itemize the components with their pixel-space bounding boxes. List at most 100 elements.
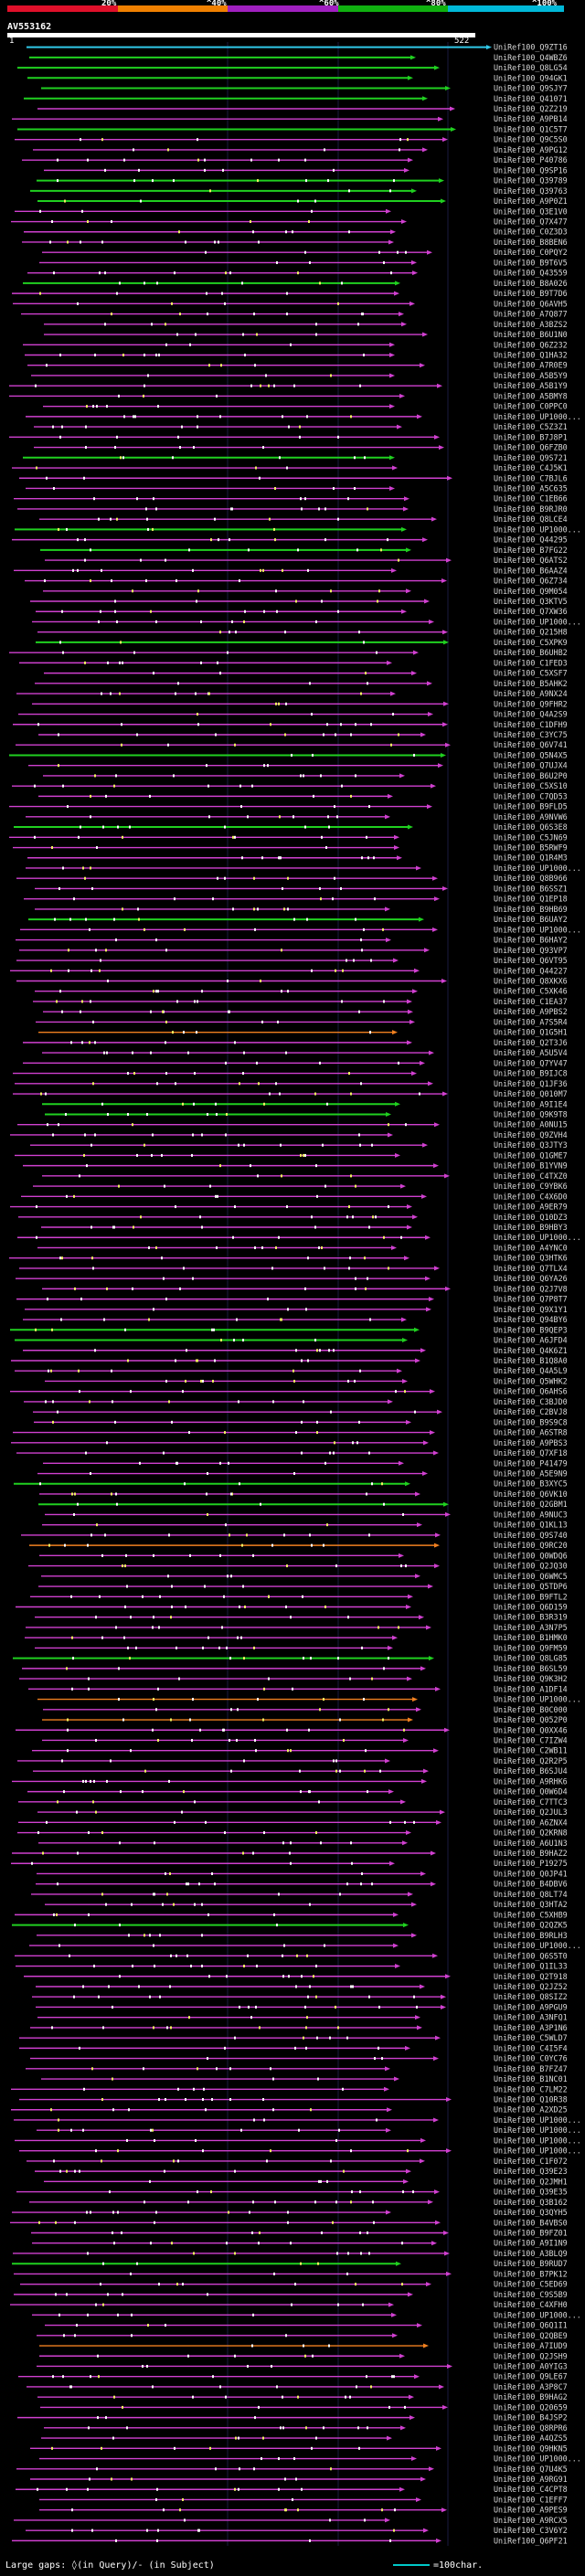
hit-row[interactable]: UniRef100_C5XK46 — [35, 987, 568, 996]
hit-label[interactable]: UniRef100_Q6S5T0 — [494, 1951, 568, 1960]
hit-label[interactable]: UniRef100_C7LM22 — [494, 2084, 568, 2094]
hit-label[interactable]: UniRef100_A9RHK6 — [494, 1776, 568, 1786]
hit-label[interactable]: UniRef100_B9HAZ2 — [494, 1849, 568, 1858]
hit-row[interactable]: UniRef100_Q6VK10 — [39, 1489, 568, 1499]
hit-label[interactable]: UniRef100_C4X6D0 — [494, 1192, 568, 1201]
hit-label[interactable]: UniRef100_C0PPC0 — [494, 402, 568, 411]
hit-label[interactable]: UniRef100_A6JFD4 — [494, 1336, 568, 1345]
hit-row[interactable]: UniRef100_Q6S5T0 — [15, 1951, 568, 1960]
hit-row[interactable]: UniRef100_Q7U4K5 — [16, 2465, 568, 2474]
hit-label[interactable]: UniRef100_Q20659 — [494, 2402, 568, 2412]
hit-label[interactable]: UniRef100_Q1KL13 — [494, 1521, 568, 1530]
hit-label[interactable]: UniRef100_C5JN69 — [494, 832, 568, 842]
hit-row[interactable]: UniRef100_A9I1N9 — [32, 2239, 568, 2248]
hit-row[interactable]: UniRef100_Q6S3E8 — [14, 822, 568, 832]
hit-label[interactable]: UniRef100_Q9RC20 — [494, 1541, 568, 1550]
hit-label[interactable]: UniRef100_Q2JSH9 — [494, 2351, 568, 2360]
hit-row[interactable]: UniRef100_Q2GBM1 — [38, 1500, 568, 1509]
hit-label[interactable]: UniRef100_Q9FM59 — [494, 1643, 568, 1652]
hit-label[interactable]: UniRef100_B4VBS0 — [494, 2218, 568, 2227]
hit-label[interactable]: UniRef100_Q6PF21 — [494, 2536, 568, 2545]
hit-row[interactable]: UniRef100_Q8LT74 — [31, 1890, 568, 1899]
hit-row[interactable]: UniRef100_A7R0E9 — [27, 361, 568, 370]
hit-label[interactable]: UniRef100_C4J5K1 — [494, 463, 568, 472]
hit-row[interactable]: UniRef100_C1FED3 — [19, 658, 568, 667]
hit-label[interactable]: UniRef100_Q6ATS2 — [494, 556, 568, 565]
hit-label[interactable]: UniRef100_Q5WHK2 — [494, 1376, 568, 1385]
hit-label[interactable]: UniRef100_A3NFQ1 — [494, 2013, 568, 2022]
hit-row[interactable]: UniRef100_Q8RPR6 — [44, 2423, 568, 2433]
hit-label[interactable]: UniRef100_Q8LG85 — [494, 1654, 568, 1663]
hit-row[interactable]: UniRef100_C2BVJ8 — [33, 1407, 568, 1416]
hit-label[interactable]: UniRef100_UP1000... — [494, 2310, 581, 2319]
hit-label[interactable]: UniRef100_B4DBV6 — [494, 1880, 568, 1889]
hit-label[interactable]: UniRef100_Q39E23 — [494, 2167, 568, 2176]
hit-row[interactable]: UniRef100_B9HAG2 — [37, 2392, 568, 2401]
hit-row[interactable]: UniRef100_A9PES9 — [39, 2506, 568, 2515]
hit-row[interactable]: UniRef100_C1EFF7 — [39, 2495, 568, 2504]
hit-label[interactable]: UniRef100_Q41071 — [494, 94, 568, 103]
hit-row[interactable]: UniRef100_B1Q8A0 — [11, 1356, 568, 1365]
hit-row[interactable]: UniRef100_Q8XKX6 — [16, 977, 568, 986]
hit-row[interactable]: UniRef100_Q6Z734 — [25, 577, 568, 586]
hit-label[interactable]: UniRef100_A3P1N6 — [494, 2023, 568, 2032]
hit-row[interactable]: UniRef100_C5XHB9 — [15, 1910, 568, 1919]
hit-label[interactable]: UniRef100_B1NC01 — [494, 2074, 568, 2083]
hit-label[interactable]: UniRef100_Q1R4M3 — [494, 853, 568, 863]
hit-label[interactable]: UniRef100_B9FTL2 — [494, 1592, 568, 1601]
hit-row[interactable]: UniRef100_C1DFH9 — [13, 720, 568, 729]
hit-row[interactable]: UniRef100_Q2QBE9 — [37, 2331, 568, 2340]
hit-label[interactable]: UniRef100_A5BMY8 — [494, 391, 568, 400]
hit-row[interactable]: UniRef100_C4TXZ0 — [42, 1171, 568, 1181]
hit-row[interactable]: UniRef100_B0C000 — [43, 1705, 568, 1714]
hit-label[interactable]: UniRef100_C5ED69 — [494, 2280, 568, 2289]
hit-label[interactable]: UniRef100_B9T7D6 — [494, 289, 568, 298]
hit-row[interactable]: UniRef100_Q3KTV5 — [30, 597, 568, 606]
hit-label[interactable]: UniRef100_UP1000... — [494, 1941, 581, 1950]
hit-label[interactable]: UniRef100_Q8XKX6 — [494, 977, 568, 986]
hit-label[interactable]: UniRef100_Q7XW36 — [494, 607, 568, 616]
hit-row[interactable]: UniRef100_A4QZS5 — [41, 2433, 568, 2443]
hit-row[interactable]: UniRef100_A9RG91 — [30, 2475, 568, 2484]
hit-row[interactable]: UniRef100_C7QD53 — [38, 791, 568, 800]
hit-label[interactable]: UniRef100_Q9HKN5 — [494, 2443, 568, 2453]
hit-label[interactable]: UniRef100_Q1G5H1 — [494, 1028, 568, 1037]
hit-row[interactable]: UniRef100_A3BZS2 — [44, 320, 568, 329]
hit-label[interactable]: UniRef100_B6SL59 — [494, 1664, 568, 1673]
hit-row[interactable]: UniRef100_B6U2P0 — [43, 771, 568, 780]
hit-label[interactable]: UniRef100_Q9S740 — [494, 1531, 568, 1540]
hit-label[interactable]: UniRef100_C2BVJ8 — [494, 1407, 568, 1416]
hit-label[interactable]: UniRef100_A6U1N3 — [494, 1839, 568, 1848]
hit-label[interactable]: UniRef100_B6SJU4 — [494, 1766, 568, 1776]
hit-row[interactable]: UniRef100_A9PB14 — [12, 114, 568, 123]
hit-label[interactable]: UniRef100_A5E9N9 — [494, 1469, 568, 1479]
hit-row[interactable]: UniRef100_Q6YA26 — [16, 1274, 568, 1283]
hit-row[interactable]: UniRef100_C4XFH0 — [10, 2300, 568, 2309]
hit-label[interactable]: UniRef100_B6UAY2 — [494, 915, 568, 924]
hit-row[interactable]: UniRef100_C5WLD7 — [19, 2033, 568, 2042]
hit-label[interactable]: UniRef100_A9PB14 — [494, 114, 568, 123]
hit-label[interactable]: UniRef100_C4TXZ0 — [494, 1171, 568, 1181]
hit-label[interactable]: UniRef100_A3N7P5 — [494, 1623, 568, 1632]
hit-row[interactable]: UniRef100_Q5WHK2 — [45, 1376, 568, 1385]
hit-row[interactable]: UniRef100_Q2J7V8 — [42, 1284, 568, 1293]
hit-label[interactable]: UniRef100_Q3HTA2 — [494, 1900, 568, 1909]
hit-row[interactable]: UniRef100_Q94GK1 — [27, 73, 568, 82]
hit-row[interactable]: UniRef100_A6STR8 — [13, 1428, 568, 1437]
hit-row[interactable]: UniRef100_A0NU15 — [17, 1120, 568, 1129]
hit-row[interactable]: UniRef100_Q9LE67 — [18, 2372, 568, 2381]
hit-row[interactable]: UniRef100_B4JSP2 — [17, 2413, 568, 2422]
hit-row[interactable]: UniRef100_B1HMK0 — [25, 1633, 568, 1642]
hit-row[interactable]: UniRef100_UP1000... — [17, 1233, 581, 1242]
hit-label[interactable]: UniRef100_A0NU15 — [494, 1120, 568, 1129]
hit-label[interactable]: UniRef100_C0YC76 — [494, 2054, 568, 2063]
hit-row[interactable]: UniRef100_B1YVN9 — [23, 1161, 568, 1171]
hit-label[interactable]: UniRef100_A1DF14 — [494, 1684, 568, 1693]
hit-row[interactable]: UniRef100_B9T7D6 — [12, 289, 568, 298]
hit-row[interactable]: UniRef100_UP1000... — [15, 2136, 581, 2145]
hit-label[interactable]: UniRef100_B5AHK2 — [494, 679, 568, 688]
hit-row[interactable]: UniRef100_B4DBV6 — [36, 1880, 568, 1889]
hit-row[interactable]: UniRef100_UP1000... — [26, 412, 581, 421]
hit-row[interactable]: UniRef100_Q4K6Z1 — [23, 1346, 568, 1355]
hit-label[interactable]: UniRef100_C5XSF7 — [494, 669, 568, 678]
